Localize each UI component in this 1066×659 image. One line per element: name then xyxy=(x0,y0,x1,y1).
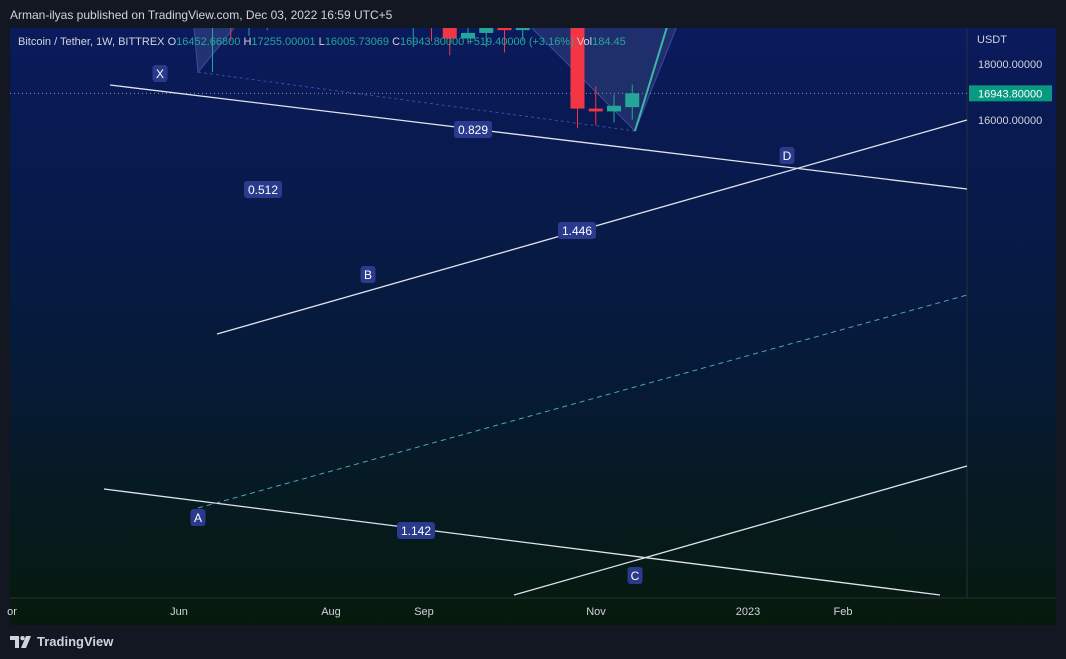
candle-body xyxy=(515,28,530,31)
publish-info: Arman-ilyas published on TradingView.com… xyxy=(10,8,393,22)
pattern-point-d: D xyxy=(779,147,795,164)
ratio-label-bg xyxy=(454,121,492,138)
price-tick-label: 18000.00000 xyxy=(978,59,1042,71)
footer-bar: TradingView xyxy=(0,625,1066,659)
bcd-triangle xyxy=(530,28,677,132)
candle[interactable] xyxy=(461,28,475,45)
price-tick-label: 16000.00000 xyxy=(978,115,1042,127)
ratio-label: 0.829 xyxy=(454,121,492,138)
time-tick-label: 2023 xyxy=(736,606,760,618)
pattern-point-d-bg xyxy=(779,147,795,164)
ratio-label-text: 1.446 xyxy=(562,224,592,238)
tradingview-brand[interactable]: TradingView xyxy=(10,634,113,649)
pattern-point-c-bg xyxy=(627,567,643,584)
price-level-label: 16943.80000 xyxy=(969,85,1052,102)
pattern-point-c-text: C xyxy=(631,569,640,583)
price-level-label-text: 16943.80000 xyxy=(978,88,1042,100)
publish-bar: Arman-ilyas published on TradingView.com… xyxy=(0,0,1066,28)
candle-body xyxy=(461,32,475,39)
chart-background xyxy=(10,28,1056,625)
ratio-label-text: 1.142 xyxy=(401,524,431,538)
ratio-label: 1.142 xyxy=(397,522,435,539)
brand-name: TradingView xyxy=(37,634,114,649)
candle[interactable] xyxy=(515,28,530,42)
ratio-label-bg xyxy=(244,181,282,198)
pattern-point-b-bg xyxy=(360,266,376,283)
ratio-label-text: 0.512 xyxy=(248,183,278,197)
candle[interactable] xyxy=(607,94,621,123)
pattern-point-b-text: B xyxy=(364,268,372,282)
tradingview-logo-icon xyxy=(10,635,31,648)
time-tick-label: Sep xyxy=(414,606,434,618)
candle-body xyxy=(570,28,585,109)
pattern-point-b: B xyxy=(360,266,376,283)
pattern-point-c: C xyxy=(627,567,643,584)
ratio-label-text: 0.829 xyxy=(458,123,488,137)
ac-leg xyxy=(197,71,636,132)
pattern-point-d-text: D xyxy=(783,149,792,163)
xab-triangle xyxy=(193,28,235,74)
pattern-point-a-text: A xyxy=(194,511,202,525)
channel-midline xyxy=(197,294,968,509)
price-level-label-bg xyxy=(969,85,1052,102)
candle-body xyxy=(625,93,640,108)
candle[interactable] xyxy=(206,28,220,73)
candle-body xyxy=(588,108,603,112)
ohlc-legend: Bitcoin / Tether, 1W, BITTREX O16452.668… xyxy=(18,36,626,48)
time-tick-label: Nov xyxy=(586,606,606,618)
pattern-point-x-text: X xyxy=(156,67,164,81)
pattern-point-a: A xyxy=(190,509,206,526)
candle-body xyxy=(442,28,457,39)
candle[interactable] xyxy=(497,28,512,53)
ratio-label: 1.446 xyxy=(558,222,596,239)
pattern-point-x-bg xyxy=(152,65,168,82)
pattern-point-x: X xyxy=(152,65,168,82)
candle[interactable] xyxy=(479,28,494,47)
candle-body xyxy=(497,28,512,31)
price-axis-currency: USDT xyxy=(977,34,1007,46)
candle[interactable] xyxy=(442,28,457,56)
time-tick-label: Jun xyxy=(170,606,188,618)
upper-trendline xyxy=(109,84,968,190)
time-tick-label: Feb xyxy=(834,606,853,618)
candle[interactable] xyxy=(570,28,585,129)
rising-support-line xyxy=(513,465,968,596)
candle-body xyxy=(607,105,621,112)
time-tick-label: or xyxy=(7,606,17,618)
candle[interactable] xyxy=(588,86,603,126)
candle[interactable] xyxy=(625,84,640,120)
candle[interactable] xyxy=(406,28,420,47)
lower-trendline xyxy=(103,488,941,596)
ratio-label-bg xyxy=(558,222,596,239)
pattern-point-a-bg xyxy=(190,509,206,526)
candle-body xyxy=(479,28,494,33)
ratio-label: 0.512 xyxy=(244,181,282,198)
ratio-label-bg xyxy=(397,522,435,539)
time-tick-label: Aug xyxy=(321,606,341,618)
